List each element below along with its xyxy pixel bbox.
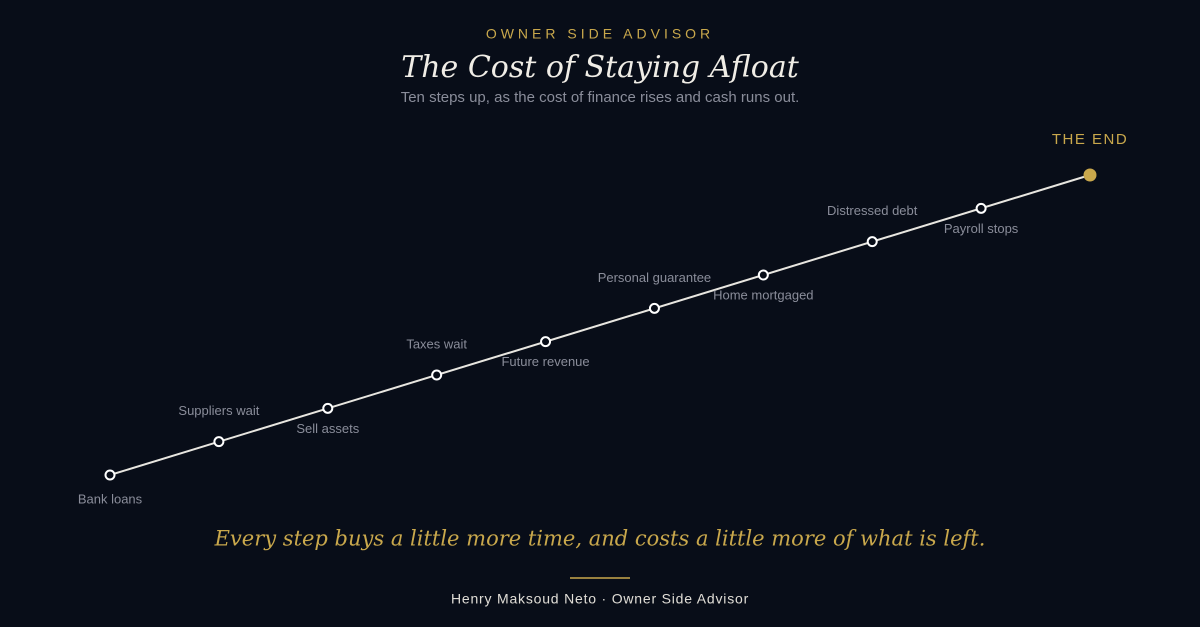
end-node bbox=[1083, 168, 1097, 182]
step-label: Bank loans bbox=[78, 491, 143, 506]
subtitle: Ten steps up, as the cost of finance ris… bbox=[401, 89, 800, 106]
step-node bbox=[322, 402, 334, 414]
connector bbox=[109, 174, 1091, 476]
step-label: Home mortgaged bbox=[713, 287, 813, 302]
step-label: Taxes wait bbox=[406, 336, 467, 351]
step-node bbox=[866, 236, 878, 248]
step-node bbox=[540, 336, 552, 348]
step-label: Distressed debt bbox=[827, 203, 918, 218]
step-node bbox=[757, 269, 769, 281]
tagline: Every step buys a little more time, and … bbox=[214, 527, 986, 551]
staircase: Bank loans Suppliers wait Sell assets Taxes… bbox=[78, 131, 1128, 506]
step-label: Suppliers wait bbox=[178, 403, 259, 418]
step-node bbox=[213, 436, 225, 448]
end-label: THE END bbox=[1052, 131, 1128, 148]
step-node bbox=[975, 202, 987, 214]
step-label: Future revenue bbox=[501, 354, 589, 369]
title: The Cost of Staying Afloat bbox=[401, 50, 800, 85]
step-node bbox=[431, 369, 443, 381]
step-label: Personal guarantee bbox=[598, 270, 711, 285]
step-label: Sell assets bbox=[296, 421, 359, 436]
step-node bbox=[648, 302, 660, 314]
step-node bbox=[104, 469, 116, 481]
footer: Henry Maksoud Neto · Owner Side Advisor bbox=[451, 591, 749, 607]
step-label: Payroll stops bbox=[944, 221, 1019, 236]
eyebrow: OWNER SIDE ADVISOR bbox=[486, 26, 714, 42]
